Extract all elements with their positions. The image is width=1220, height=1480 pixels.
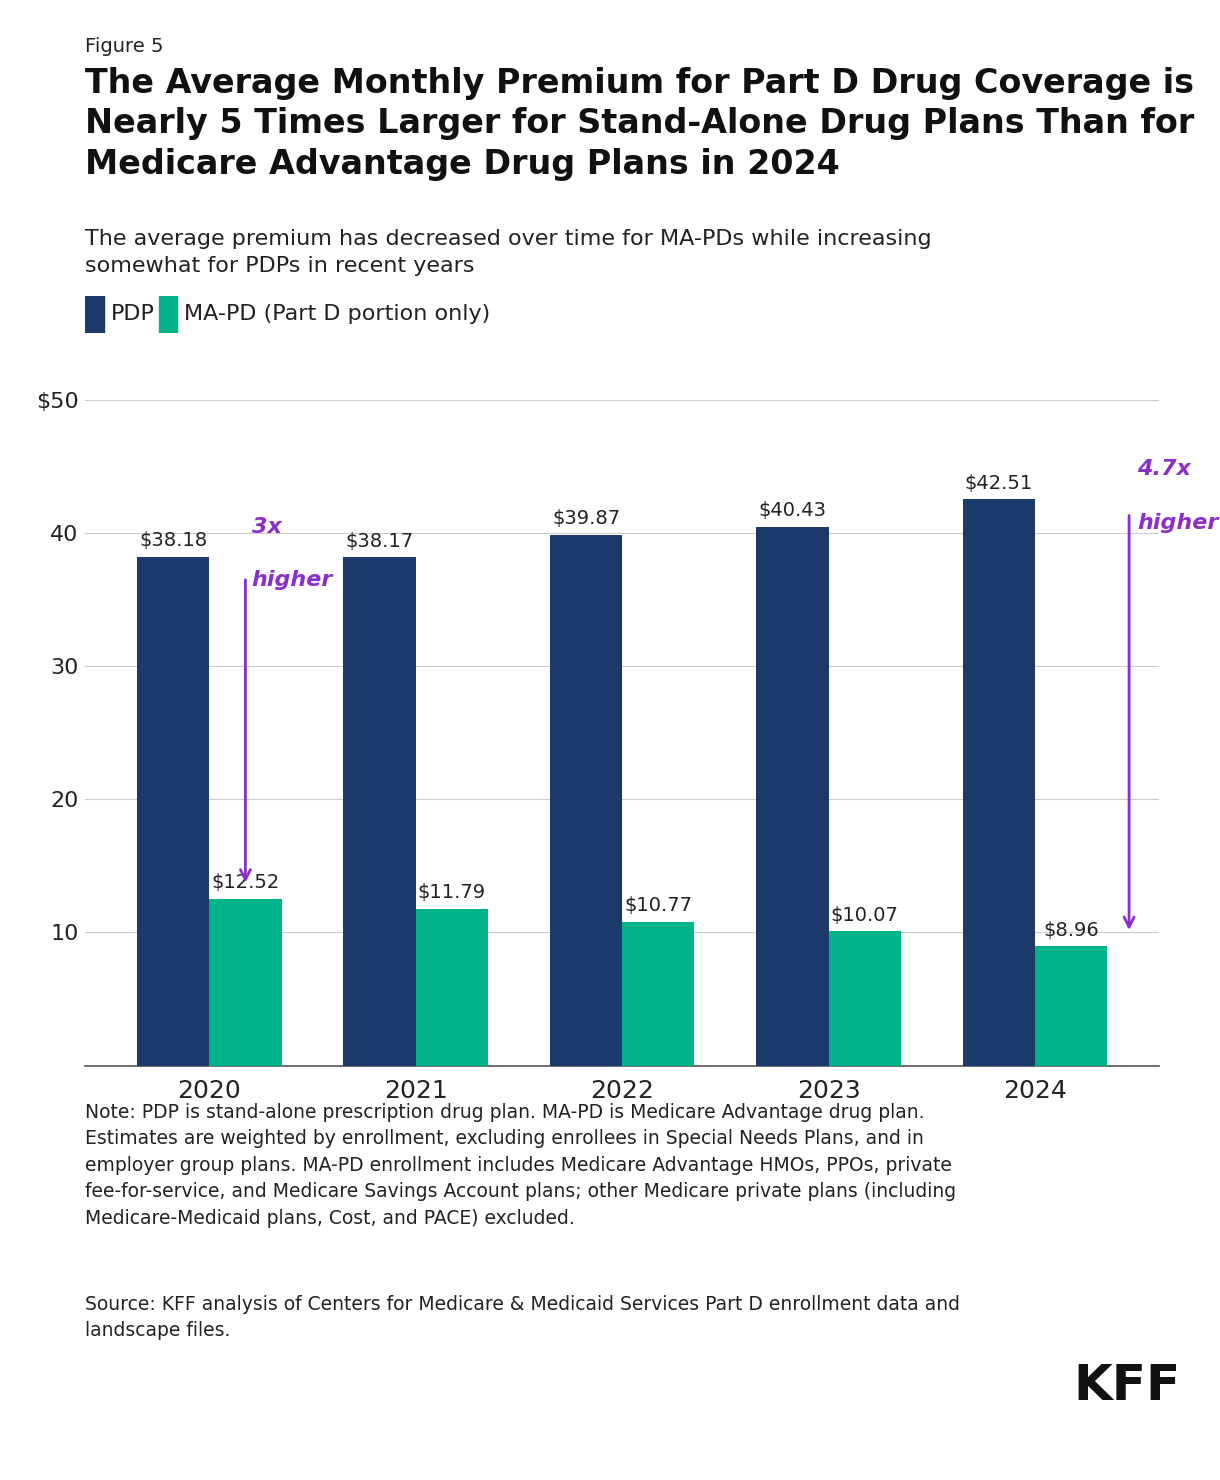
FancyBboxPatch shape — [85, 296, 104, 333]
Text: $40.43: $40.43 — [759, 502, 826, 521]
Text: $10.07: $10.07 — [831, 906, 899, 925]
Text: Source: KFF analysis of Centers for Medicare & Medicaid Services Part D enrollme: Source: KFF analysis of Centers for Medi… — [85, 1295, 960, 1341]
Text: higher: higher — [251, 570, 333, 591]
Text: KFF: KFF — [1074, 1362, 1181, 1409]
Text: PDP: PDP — [111, 305, 155, 324]
Bar — [963, 499, 1035, 1066]
Bar — [344, 556, 416, 1066]
Text: $39.87: $39.87 — [551, 509, 620, 528]
Text: $12.52: $12.52 — [211, 873, 279, 892]
Bar — [828, 931, 900, 1066]
Text: MA-PD (Part D portion only): MA-PD (Part D portion only) — [184, 305, 490, 324]
Bar — [137, 556, 210, 1066]
Text: $38.17: $38.17 — [345, 531, 414, 551]
Text: 3x: 3x — [251, 517, 282, 537]
Text: $10.77: $10.77 — [625, 897, 692, 916]
Text: higher: higher — [1137, 512, 1219, 533]
Text: $11.79: $11.79 — [417, 884, 486, 901]
Text: Note: PDP is stand-alone prescription drug plan. MA-PD is Medicare Advantage dru: Note: PDP is stand-alone prescription dr… — [85, 1103, 956, 1227]
Bar — [210, 898, 282, 1066]
Text: The Average Monthly Premium for Part D Drug Coverage is
Nearly 5 Times Larger fo: The Average Monthly Premium for Part D D… — [85, 67, 1194, 181]
Bar — [416, 909, 488, 1066]
Text: $42.51: $42.51 — [965, 474, 1033, 493]
Text: $38.18: $38.18 — [139, 531, 207, 551]
FancyBboxPatch shape — [159, 296, 177, 333]
Bar — [550, 534, 622, 1066]
Bar — [622, 922, 694, 1066]
Text: 4.7x: 4.7x — [1137, 459, 1191, 480]
Text: Figure 5: Figure 5 — [85, 37, 163, 56]
Bar — [1035, 946, 1108, 1066]
Text: $8.96: $8.96 — [1043, 921, 1099, 940]
Text: The average premium has decreased over time for MA-PDs while increasing
somewhat: The average premium has decreased over t… — [85, 229, 932, 275]
Bar — [756, 527, 828, 1066]
